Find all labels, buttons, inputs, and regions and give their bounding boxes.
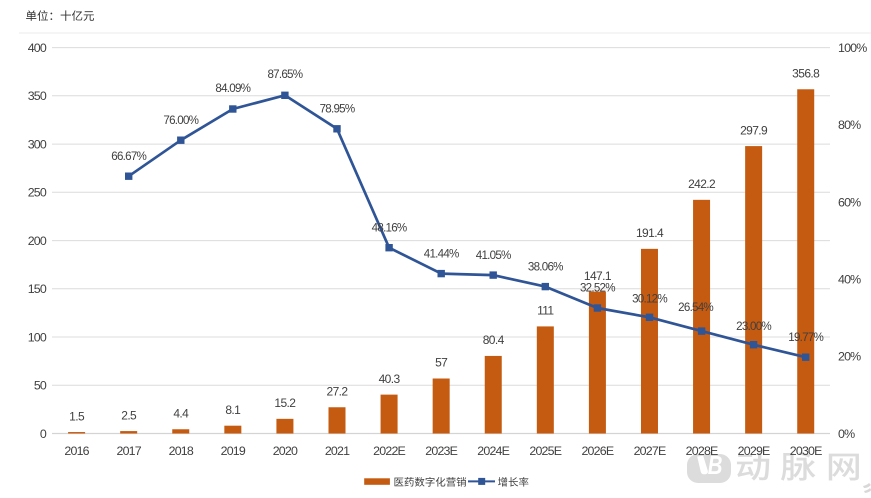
svg-text:100: 100 — [28, 330, 47, 344]
svg-text:87.65%: 87.65% — [267, 68, 302, 81]
svg-text:84.09%: 84.09% — [215, 82, 250, 95]
svg-text:30.12%: 30.12% — [632, 292, 667, 305]
svg-text:2016: 2016 — [64, 444, 89, 458]
svg-text:2025E: 2025E — [529, 444, 561, 458]
svg-text:297.9: 297.9 — [740, 123, 768, 137]
svg-text:2030E: 2030E — [790, 444, 822, 458]
svg-text:2021: 2021 — [325, 444, 350, 458]
svg-text:15.2: 15.2 — [274, 396, 296, 410]
svg-text:0: 0 — [40, 427, 47, 441]
svg-text:20%: 20% — [838, 350, 861, 364]
svg-text:60%: 60% — [838, 195, 861, 209]
svg-text:400: 400 — [28, 41, 47, 55]
svg-text:41.44%: 41.44% — [424, 247, 459, 260]
svg-text:48.16%: 48.16% — [372, 221, 407, 234]
svg-text:80.4: 80.4 — [483, 333, 505, 347]
svg-text:23.00%: 23.00% — [736, 320, 771, 333]
svg-text:19.77%: 19.77% — [788, 331, 823, 344]
svg-text:2023E: 2023E — [425, 444, 457, 458]
svg-text:2020: 2020 — [273, 444, 298, 458]
svg-text:356.8: 356.8 — [792, 67, 820, 81]
svg-text:50: 50 — [34, 379, 47, 393]
svg-text:40%: 40% — [838, 273, 861, 287]
svg-text:4.4: 4.4 — [173, 407, 189, 421]
svg-text:300: 300 — [28, 138, 47, 152]
svg-text:111: 111 — [537, 304, 554, 318]
svg-text:1.5: 1.5 — [69, 409, 85, 423]
svg-text:2.5: 2.5 — [121, 408, 137, 422]
svg-text:2026E: 2026E — [581, 444, 613, 458]
svg-text:B: B — [708, 451, 723, 480]
svg-text:0%: 0% — [838, 427, 855, 441]
svg-text:57: 57 — [435, 356, 448, 370]
svg-text:38.06%: 38.06% — [528, 260, 563, 273]
svg-text:41.05%: 41.05% — [476, 249, 511, 262]
svg-text:66.67%: 66.67% — [111, 150, 146, 163]
svg-text:100%: 100% — [838, 41, 867, 55]
svg-text:200: 200 — [28, 234, 47, 248]
svg-text:27.2: 27.2 — [327, 385, 349, 399]
svg-text:78.95%: 78.95% — [320, 103, 355, 116]
svg-text:2024E: 2024E — [477, 444, 509, 458]
svg-text:76.00%: 76.00% — [163, 114, 198, 127]
svg-text:32.52%: 32.52% — [580, 282, 615, 295]
svg-text:350: 350 — [28, 89, 47, 103]
svg-text:242.2: 242.2 — [688, 177, 716, 191]
svg-text:2028E: 2028E — [686, 444, 718, 458]
svg-text:2019: 2019 — [221, 444, 246, 458]
svg-text:147.1: 147.1 — [584, 269, 612, 283]
svg-text:26.54%: 26.54% — [678, 301, 713, 314]
svg-text:2022E: 2022E — [373, 444, 405, 458]
svg-text:40.3: 40.3 — [379, 372, 401, 386]
svg-text:150: 150 — [28, 282, 47, 296]
svg-text:2029E: 2029E — [738, 444, 770, 458]
svg-text:2018: 2018 — [169, 444, 194, 458]
svg-text:2027E: 2027E — [634, 444, 666, 458]
svg-text:2017: 2017 — [117, 444, 142, 458]
svg-text:8.1: 8.1 — [225, 403, 241, 417]
svg-text:250: 250 — [28, 186, 47, 200]
svg-text:80%: 80% — [838, 118, 861, 132]
svg-text:191.4: 191.4 — [636, 226, 664, 240]
